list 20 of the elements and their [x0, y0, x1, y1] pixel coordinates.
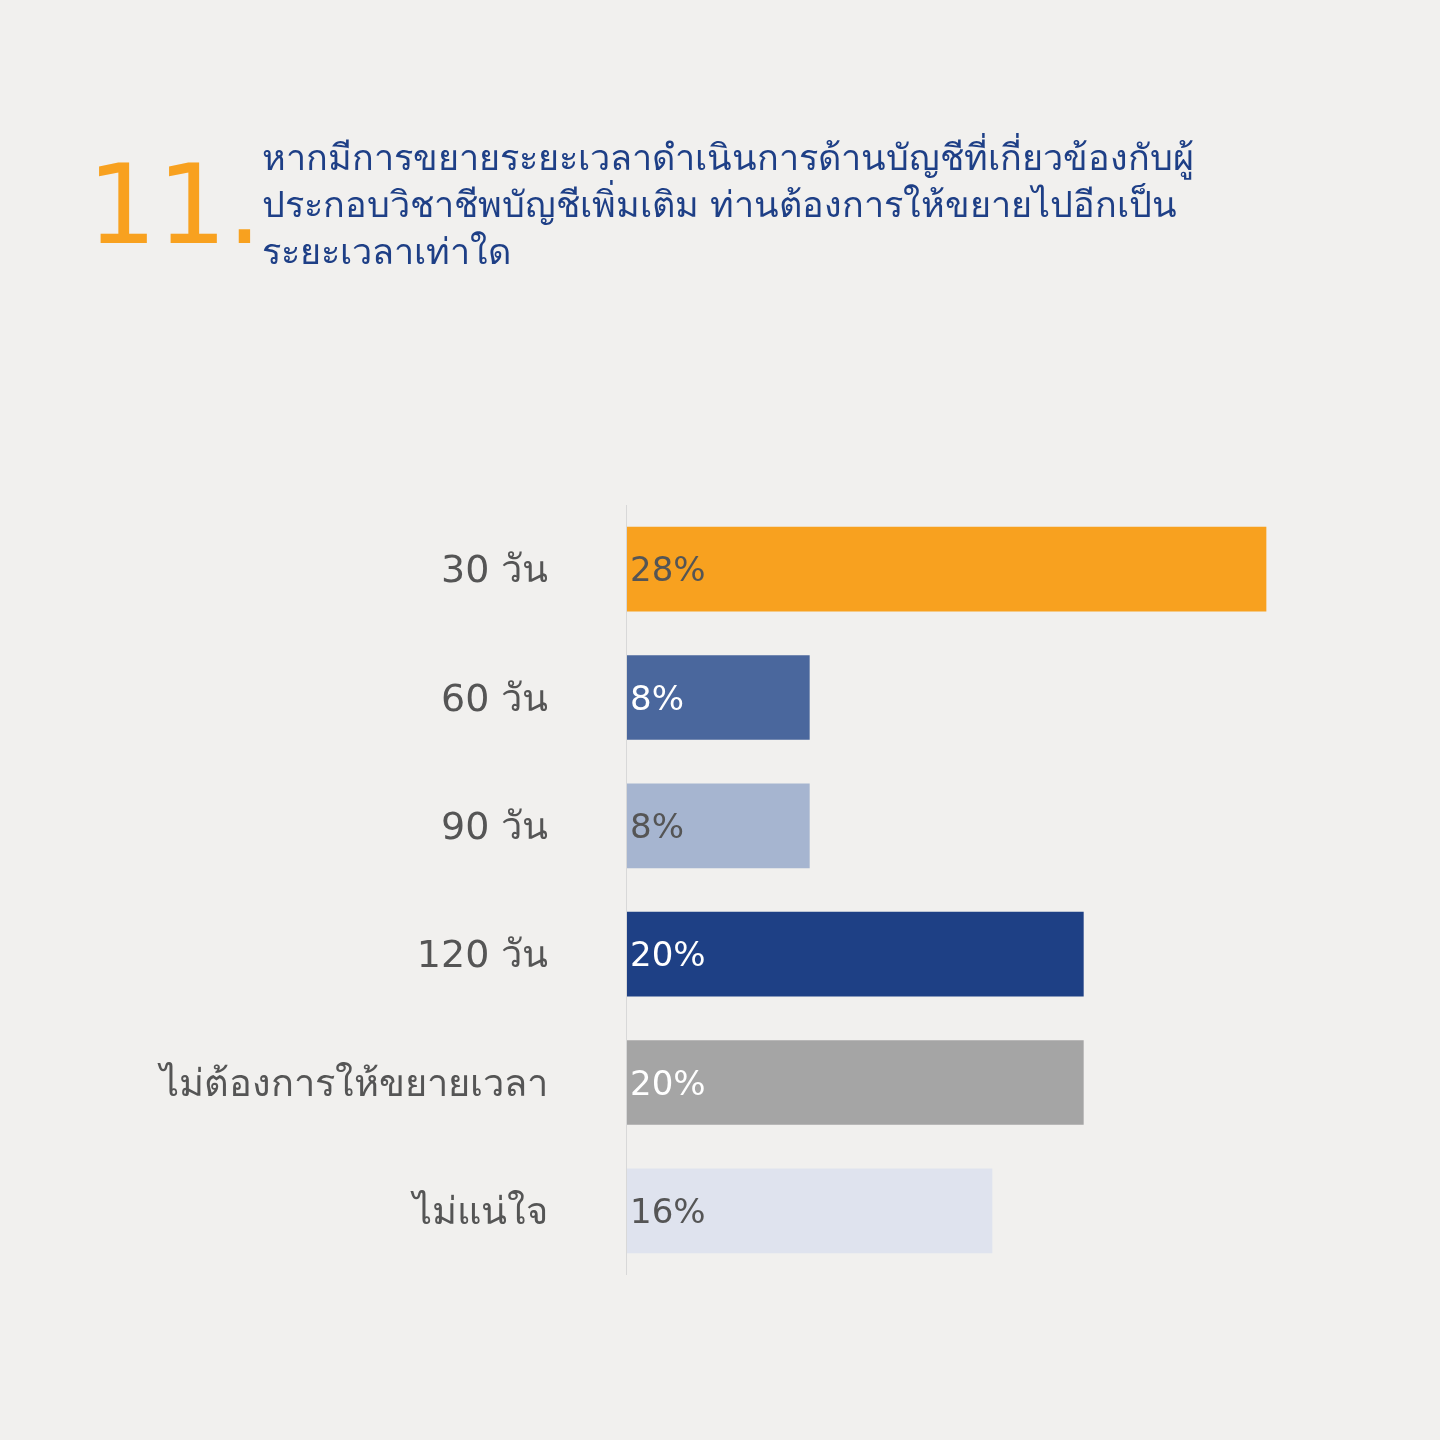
- data-label: 20%: [630, 1062, 706, 1103]
- data-label: 28%: [630, 549, 706, 590]
- bar: [627, 911, 1084, 997]
- data-label: 16%: [630, 1190, 706, 1231]
- bar: [627, 526, 1267, 612]
- bar: [627, 655, 810, 740]
- data-label: 8%: [630, 677, 684, 718]
- y-tick-label: 30 วัน: [440, 547, 549, 592]
- data-label: 8%: [630, 805, 684, 846]
- chart-title: หากมีการขยายระยะเวลาดำเนินการด้านบัญชีที่เกี่ยวข้องกับผู้ ประกอบวิชาชีพบัญชีเพิ่มเติม ท่านต้องการให้ขยายไปอีกเป็น ระยะเวลาเท่าใด: [262, 133, 1194, 272]
- bar: [627, 1040, 1084, 1125]
- data-label: 20%: [630, 934, 706, 975]
- y-tick-label: ไม่ต้องการให้ขยายเวลา: [157, 1060, 549, 1105]
- text: 11.: [87, 141, 262, 269]
- bar: [627, 783, 810, 869]
- y-tick-label: 60 วัน: [440, 675, 549, 720]
- y-tick-label: 120 วัน: [416, 932, 549, 977]
- y-tick-label: 90 วัน: [440, 804, 549, 849]
- y-tick-label: ไม่แน่ใจ: [410, 1189, 549, 1234]
- bar: [627, 1168, 993, 1254]
